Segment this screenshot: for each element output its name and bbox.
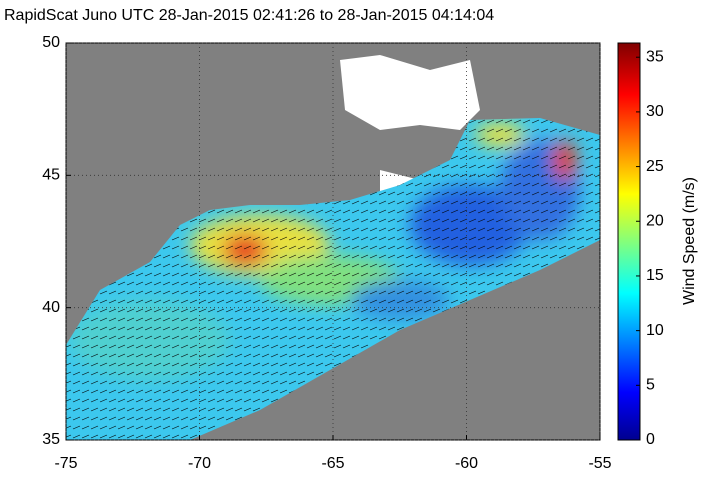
y-tick-label: 40 bbox=[42, 299, 60, 316]
colorbar-label: Wind Speed (m/s) bbox=[681, 177, 698, 305]
colorbar-tick-label: 5 bbox=[646, 377, 655, 394]
y-tick-label: 45 bbox=[42, 167, 60, 184]
y-tick-label: 50 bbox=[42, 34, 60, 51]
x-tick-label: -55 bbox=[588, 455, 611, 472]
map-title: RapidScat Juno UTC 28-Jan-2015 02:41:26 … bbox=[4, 7, 494, 24]
colorbar-tick-label: 35 bbox=[646, 48, 664, 65]
colorbar-tick-label: 20 bbox=[646, 212, 664, 229]
y-tick-label: 35 bbox=[42, 431, 60, 448]
snow-region bbox=[340, 55, 480, 130]
x-tick-label: -65 bbox=[321, 455, 344, 472]
colorbar-tick-label: 25 bbox=[646, 158, 664, 175]
x-tick-label: -75 bbox=[54, 455, 77, 472]
colorbar-tick-label: 15 bbox=[646, 267, 664, 284]
x-tick-label: -70 bbox=[188, 455, 211, 472]
colorbar bbox=[617, 42, 641, 441]
map-area bbox=[65, 42, 601, 441]
x-tick-label: -60 bbox=[455, 455, 478, 472]
colorbar-tick-label: 0 bbox=[646, 431, 655, 448]
colorbar-tick-label: 30 bbox=[646, 103, 664, 120]
colorbar-tick-label: 10 bbox=[646, 322, 664, 339]
